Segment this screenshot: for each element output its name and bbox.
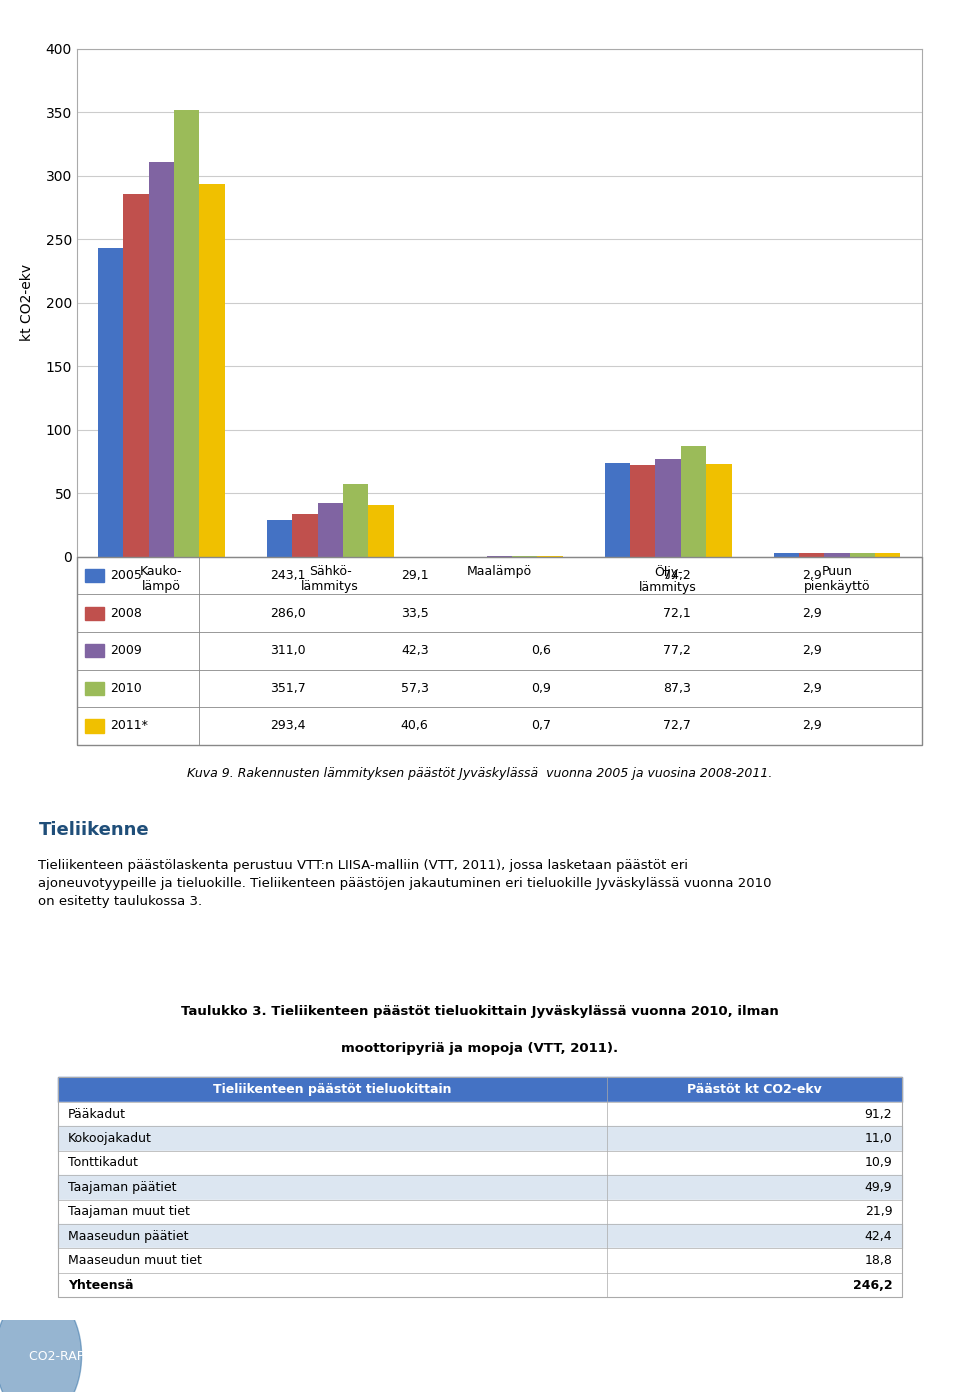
Text: 11,0: 11,0 [865,1132,892,1146]
Text: 2,9: 2,9 [802,682,822,695]
Text: 2,9: 2,9 [802,720,822,732]
Bar [799,553,825,557]
Text: 2005: 2005 [110,569,142,582]
Bar [85,720,104,732]
Text: 2,9: 2,9 [802,607,822,619]
Bar [174,110,200,557]
Text: 18,8: 18,8 [864,1254,892,1267]
Text: 91,2: 91,2 [865,1108,892,1121]
Text: 293,4: 293,4 [271,720,305,732]
Text: Tieliikenteen päästölaskenta perustuu VTT:n LIISA-malliin (VTT, 2011), jossa las: Tieliikenteen päästölaskenta perustuu VT… [38,859,772,908]
Text: Taajaman päätiet: Taajaman päätiet [68,1180,177,1194]
Text: Kokoojakadut: Kokoojakadut [68,1132,152,1146]
Text: Pääkadut: Pääkadut [68,1108,126,1121]
Text: 2,9: 2,9 [802,644,822,657]
Text: Tieliikenne: Tieliikenne [38,821,149,838]
Text: Yhteensä: Yhteensä [68,1279,133,1292]
Bar [58,1175,607,1200]
Bar [123,193,149,557]
Bar [630,465,656,557]
Bar [607,1200,902,1224]
Text: 87,3: 87,3 [662,682,690,695]
Bar [850,553,876,557]
Bar [825,553,850,557]
Bar [369,505,394,557]
Text: 42,4: 42,4 [865,1229,892,1243]
Text: Taulukko 3. Tieliikenteen päästöt tieluokittain Jyväskylässä vuonna 2010, ilman: Taulukko 3. Tieliikenteen päästöt tieluo… [181,1005,779,1018]
Text: 0,9: 0,9 [532,682,551,695]
Text: 72,7: 72,7 [662,720,690,732]
Bar [58,1272,607,1297]
Text: 2,9: 2,9 [802,569,822,582]
Text: 2011*: 2011* [110,720,149,732]
Text: Taajaman muut tiet: Taajaman muut tiet [68,1205,190,1218]
Bar [85,607,104,619]
Bar [707,465,732,557]
Text: 2009: 2009 [110,644,142,657]
Bar [58,1249,607,1272]
Text: CO2-RAPORTTI  |  BENVIROC OY 2012: CO2-RAPORTTI | BENVIROC OY 2012 [29,1349,263,1363]
Text: 246,2: 246,2 [852,1279,892,1292]
Bar [876,553,900,557]
Bar [98,248,123,557]
Bar [58,1126,607,1151]
Bar [149,161,174,557]
Text: Päästöt kt CO2-ekv: Päästöt kt CO2-ekv [687,1083,822,1096]
Bar [607,1224,902,1249]
Bar [200,184,225,557]
Bar [607,1175,902,1200]
Text: Kuva 9. Rakennusten lämmityksen päästöt Jyväskylässä  vuonna 2005 ja vuosina 200: Kuva 9. Rakennusten lämmityksen päästöt … [187,767,773,781]
Bar [58,1224,607,1249]
Bar [656,459,681,557]
Bar [292,514,318,557]
Bar [607,1077,902,1102]
Text: 0,7: 0,7 [532,720,551,732]
Bar [607,1272,902,1297]
Bar [85,569,104,582]
Text: 49,9: 49,9 [865,1180,892,1194]
Text: 29,1: 29,1 [401,569,428,582]
Text: 2010: 2010 [110,682,142,695]
Text: Tieliikenteen päästöt tieluokittain: Tieliikenteen päästöt tieluokittain [213,1083,451,1096]
Bar [267,519,292,557]
Bar [343,484,369,557]
Text: moottoripyriä ja mopoja (VTT, 2011).: moottoripyriä ja mopoja (VTT, 2011). [342,1041,618,1055]
Bar [607,1249,902,1272]
Bar [318,503,343,557]
Bar [58,1200,607,1224]
Text: 77,2: 77,2 [662,644,690,657]
Text: 0,6: 0,6 [532,644,551,657]
Text: 16: 16 [893,1342,931,1370]
Text: 243,1: 243,1 [271,569,305,582]
Bar [605,462,630,557]
Text: Tonttikadut: Tonttikadut [68,1157,137,1169]
Y-axis label: kt CO2-ekv: kt CO2-ekv [20,264,35,341]
Bar [85,682,104,695]
Text: 10,9: 10,9 [865,1157,892,1169]
Text: 33,5: 33,5 [401,607,428,619]
Text: 286,0: 286,0 [270,607,306,619]
Text: 21,9: 21,9 [865,1205,892,1218]
Text: Maaseudun muut tiet: Maaseudun muut tiet [68,1254,202,1267]
Bar [58,1077,607,1102]
Text: 351,7: 351,7 [270,682,306,695]
Text: 40,6: 40,6 [401,720,428,732]
Bar [774,553,799,557]
Bar [58,1102,607,1126]
Bar [607,1102,902,1126]
Bar [681,445,707,557]
Bar [607,1151,902,1175]
Text: 74,2: 74,2 [662,569,690,582]
Bar [85,644,104,657]
Bar [607,1126,902,1151]
Ellipse shape [0,1290,82,1392]
Text: Maaseudun päätiet: Maaseudun päätiet [68,1229,188,1243]
Text: 72,1: 72,1 [662,607,690,619]
Text: 311,0: 311,0 [270,644,306,657]
Bar [58,1151,607,1175]
Text: 42,3: 42,3 [401,644,428,657]
Text: 57,3: 57,3 [400,682,429,695]
Text: 2008: 2008 [110,607,142,619]
